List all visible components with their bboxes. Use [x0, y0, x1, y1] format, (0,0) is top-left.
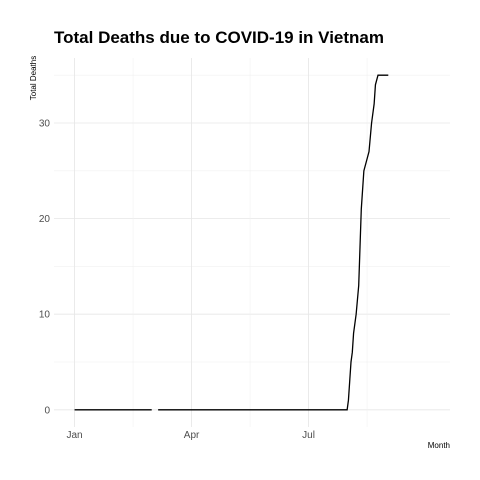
x-tick-label: Jul [302, 430, 315, 441]
y-tick-label: 30 [39, 119, 51, 130]
x-tick-labels: Jan Apr Jul [67, 430, 315, 441]
x-axis-title: Month [428, 441, 450, 450]
y-axis-title: Total Deaths [29, 56, 38, 100]
chart-title: Total Deaths due to COVID-19 in Vietnam [54, 28, 384, 47]
x-tick-label: Apr [184, 430, 200, 441]
y-tick-labels: 0 10 20 30 [39, 119, 51, 417]
series-line-segment [158, 74, 389, 411]
grid [54, 58, 450, 427]
x-tick-label: Jan [67, 430, 83, 441]
series-layer [74, 74, 389, 411]
y-tick-label: 0 [44, 405, 50, 416]
y-tick-label: 10 [39, 310, 51, 321]
y-tick-label: 20 [39, 214, 51, 225]
